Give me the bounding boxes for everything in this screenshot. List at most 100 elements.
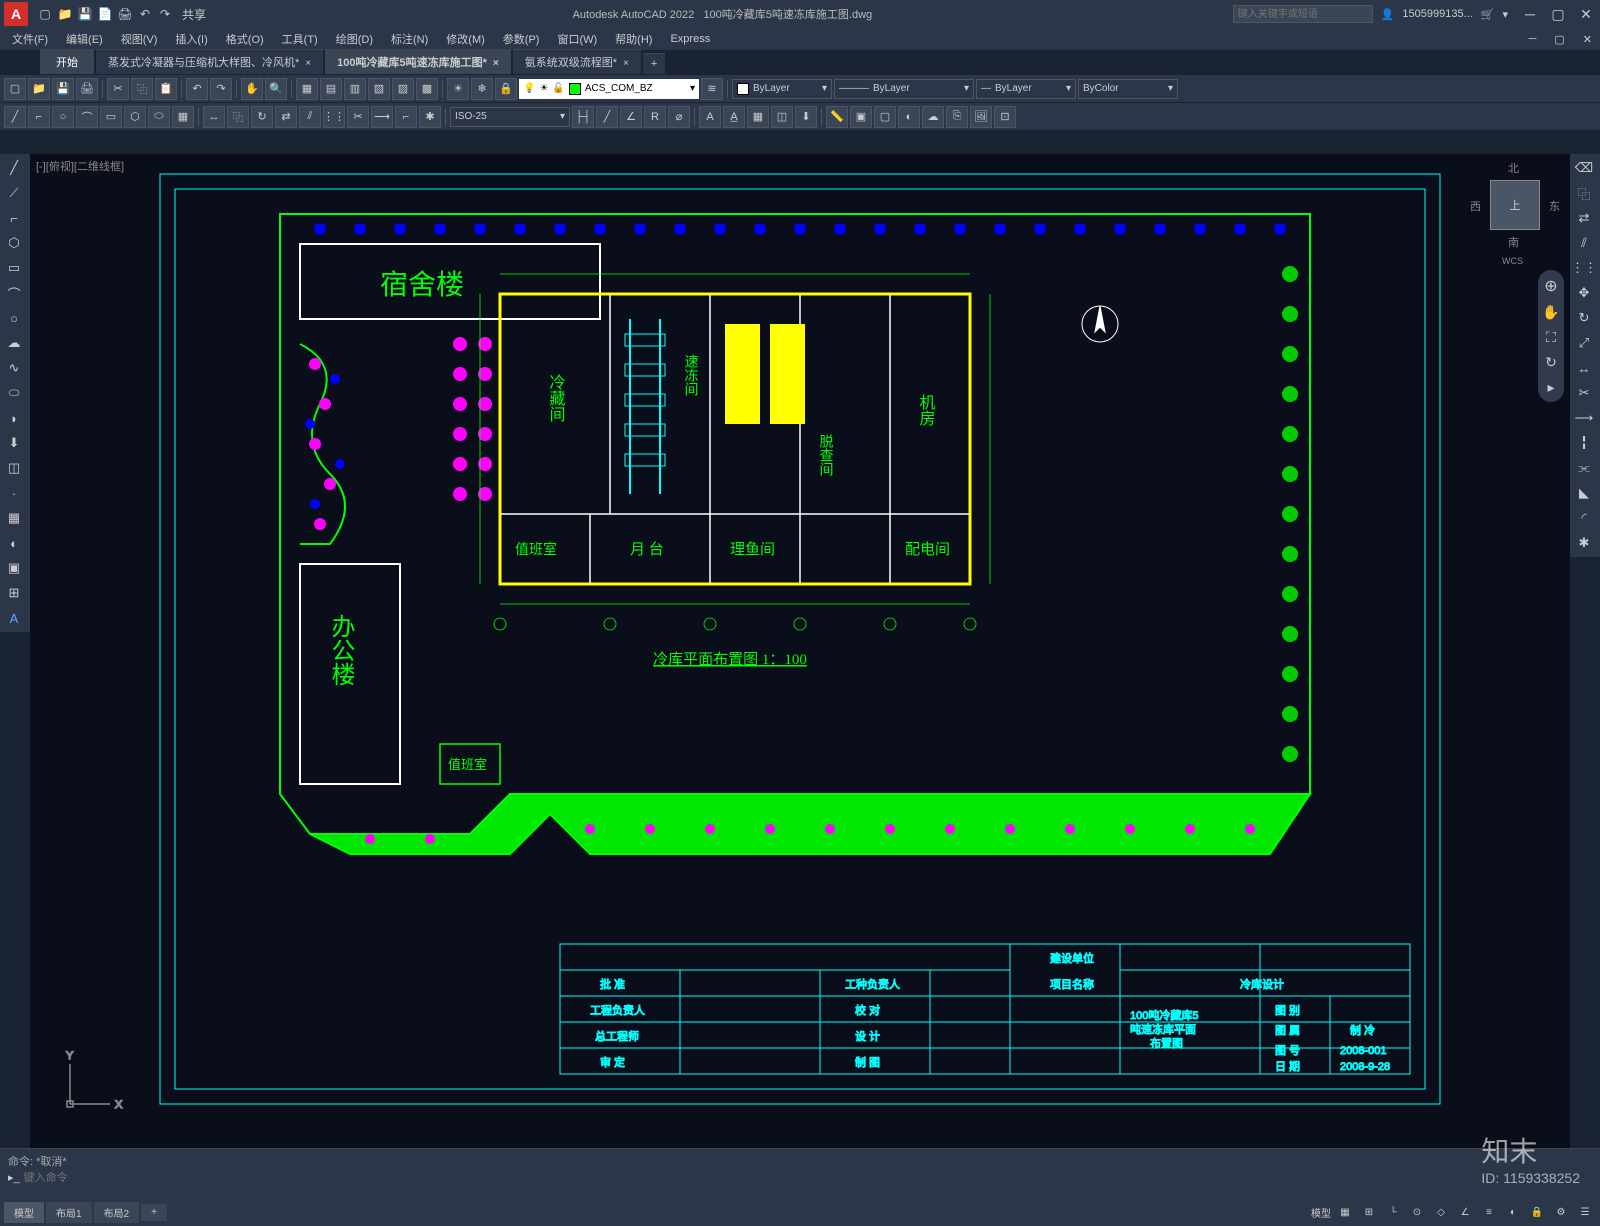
layer-lock-button[interactable]: 🔒 [495, 78, 517, 100]
point-tool[interactable]: · [2, 481, 26, 505]
offset-button[interactable]: ⫽ [299, 106, 321, 128]
dim-linear-button[interactable]: ├┤ [572, 106, 594, 128]
layout1-tab[interactable]: 布局1 [46, 1202, 92, 1223]
full-nav-wheel-icon[interactable]: ⊕ [1544, 276, 1557, 296]
fillet-button[interactable]: ⌐ [395, 106, 417, 128]
menu-window[interactable]: 窗口(W) [549, 29, 605, 49]
text-button[interactable]: A [699, 106, 721, 128]
layer-match-button[interactable]: ≋ [701, 78, 723, 100]
transparency-toggle[interactable]: ◐ [1502, 1201, 1524, 1223]
print-button[interactable]: 🖨 [76, 78, 98, 100]
app-logo[interactable]: A [4, 2, 28, 26]
explode-button[interactable]: ✱ [419, 106, 441, 128]
zoom-button[interactable]: 🔍 [265, 78, 287, 100]
showmotion-icon[interactable]: ▸ [1547, 379, 1554, 396]
menu-param[interactable]: 参数(P) [495, 29, 548, 49]
close-icon[interactable]: ✕ [1572, 0, 1600, 28]
redo-icon[interactable]: ↷ [156, 5, 174, 23]
copy-button[interactable]: ⿻ [131, 78, 153, 100]
circle-tool[interactable]: ○ [2, 306, 26, 330]
menu-file[interactable]: 文件(F) [4, 29, 56, 49]
plotstyle-combo[interactable]: ByColor▾ [1078, 79, 1178, 99]
minimize-icon[interactable]: ─ [1516, 0, 1544, 28]
spline-tool[interactable]: ∿ [2, 356, 26, 380]
save-button[interactable]: 💾 [52, 78, 74, 100]
linetype-combo[interactable]: ———ByLayer▾ [834, 79, 974, 99]
otrack-toggle[interactable]: ∠ [1454, 1201, 1476, 1223]
menu-express[interactable]: Express [662, 31, 718, 47]
saveas-icon[interactable]: 📄 [96, 5, 114, 23]
pline-button[interactable]: ⌐ [28, 106, 50, 128]
add-layout-button[interactable]: + [141, 1204, 167, 1221]
revision-button[interactable]: ☁ [922, 106, 944, 128]
image-button[interactable]: 🖼 [970, 106, 992, 128]
doc-tab-1[interactable]: 蒸发式冷凝器与压缩机大样图、冷风机*× [96, 49, 323, 74]
view-cube[interactable]: 上 北 南 东 西 WCS [1470, 160, 1560, 250]
snap-toggle[interactable]: ⊞ [1358, 1201, 1380, 1223]
anno-scale[interactable]: 🔒 [1526, 1201, 1548, 1223]
plot-icon[interactable]: 🖨 [116, 5, 134, 23]
line-button[interactable]: ╱ [4, 106, 26, 128]
menu-tools[interactable]: 工具(T) [274, 29, 326, 49]
layer-freeze-button[interactable]: ❄ [471, 78, 493, 100]
props-button[interactable]: ▦ [296, 78, 318, 100]
layer-props-button[interactable]: ☀ [447, 78, 469, 100]
doc-tab-2[interactable]: 100吨冷藏库5吨速冻库施工图*× [325, 49, 511, 74]
help-search-input[interactable] [1233, 5, 1373, 23]
table-button[interactable]: ▦ [747, 106, 769, 128]
mirror-button[interactable]: ⇄ [275, 106, 297, 128]
menu-format[interactable]: 格式(O) [218, 29, 272, 49]
drawing-canvas[interactable]: [-][俯视][二维线框] 宿舍楼 [30, 154, 1570, 1148]
trim-tool[interactable]: ✂ [1572, 381, 1596, 405]
table-tool[interactable]: ⊞ [2, 581, 26, 605]
layer-combo[interactable]: 💡☀🔓ACS_COM_BZ▾ [519, 79, 699, 99]
break-tool[interactable]: ╏ [1572, 431, 1596, 455]
fillet-tool[interactable]: ◜ [1572, 506, 1596, 530]
dim-angular-button[interactable]: ∠ [620, 106, 642, 128]
orbit-icon[interactable]: ↻ [1545, 354, 1557, 371]
arc-button[interactable]: ⌒ [76, 106, 98, 128]
polygon-tool[interactable]: ⬡ [2, 231, 26, 255]
share-label[interactable]: 共享 [176, 5, 212, 23]
erase-tool[interactable]: ⌫ [1572, 156, 1596, 180]
viewcube-east[interactable]: 东 [1549, 198, 1560, 214]
dimstyle-combo[interactable]: ISO-25▾ [450, 107, 570, 127]
explode-tool[interactable]: ✱ [1572, 531, 1596, 555]
circle-button[interactable]: ○ [52, 106, 74, 128]
rect-tool[interactable]: ▭ [2, 256, 26, 280]
field-button[interactable]: ⊡ [994, 106, 1016, 128]
user-name[interactable]: 1505999135... [1402, 8, 1472, 20]
open-icon[interactable]: 📁 [56, 5, 74, 23]
tab-close-icon[interactable]: × [305, 58, 311, 69]
sheet-set-button[interactable]: ▧ [368, 78, 390, 100]
calc-button[interactable]: ▩ [416, 78, 438, 100]
pline-tool[interactable]: ⌐ [2, 206, 26, 230]
line-tool[interactable]: ╱ [2, 156, 26, 180]
start-tab[interactable]: 开始 [40, 49, 94, 74]
viewcube-top[interactable]: 上 [1490, 180, 1540, 230]
pan-nav-icon[interactable]: ✋ [1542, 304, 1559, 321]
rotate-button[interactable]: ↻ [251, 106, 273, 128]
polar-toggle[interactable]: ⊙ [1406, 1201, 1428, 1223]
region-tool[interactable]: ▣ [2, 556, 26, 580]
grid-toggle[interactable]: ▦ [1334, 1201, 1356, 1223]
osnap-toggle[interactable]: ◇ [1430, 1201, 1452, 1223]
doc-min-icon[interactable]: ─ [1521, 31, 1545, 47]
maximize-icon[interactable]: ▢ [1544, 0, 1572, 28]
dim-aligned-button[interactable]: ╱ [596, 106, 618, 128]
mtext-button[interactable]: A̲ [723, 106, 745, 128]
zoom-extents-icon[interactable]: ⛶ [1546, 329, 1556, 346]
offset-tool[interactable]: ⫽ [1572, 231, 1596, 255]
rotate-tool[interactable]: ↻ [1572, 306, 1596, 330]
hatch-tool[interactable]: ▦ [2, 506, 26, 530]
menu-edit[interactable]: 编辑(E) [58, 29, 111, 49]
trim-button[interactable]: ✂ [347, 106, 369, 128]
viewcube-south[interactable]: 南 [1508, 234, 1519, 250]
polygon-button[interactable]: ⬡ [124, 106, 146, 128]
tool-palette-button[interactable]: ▥ [344, 78, 366, 100]
viewcube-west[interactable]: 西 [1470, 198, 1481, 214]
new-button[interactable]: ▢ [4, 78, 26, 100]
user-icon[interactable]: 👤 [1381, 8, 1395, 21]
join-tool[interactable]: ⫘ [1572, 456, 1596, 480]
array-tool[interactable]: ⋮⋮ [1572, 256, 1596, 280]
